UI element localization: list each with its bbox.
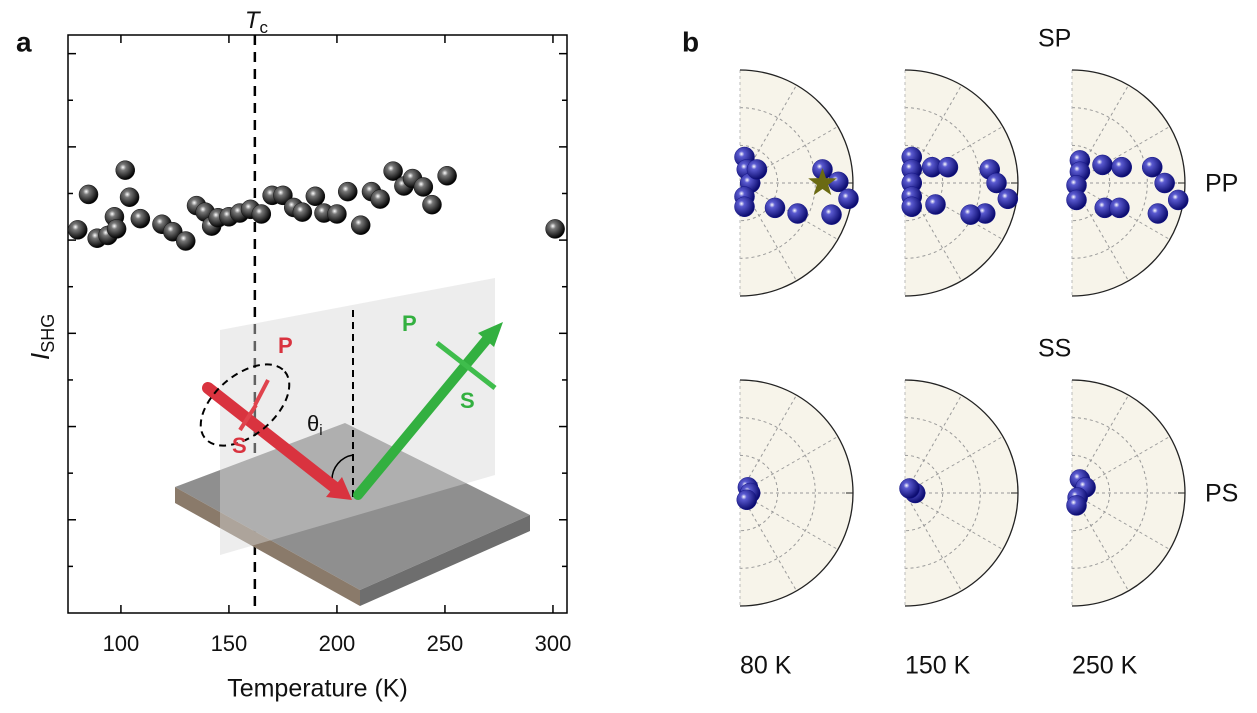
y-axis-label-main: I [25,353,55,360]
polar-spoke [904,492,962,592]
polar-spoke [1071,492,1171,550]
point [119,187,140,207]
x-tick-label: 150 [211,631,248,656]
polar-spoke [904,492,1004,550]
point [413,177,434,197]
x-axis-label: Temperature (K) [227,675,408,703]
slab-side [175,487,360,606]
tc-label: Tc [245,7,269,37]
row-top-label: SS [1038,335,1071,363]
point [764,197,786,219]
point [1141,156,1163,178]
point [901,196,923,217]
p-label: P [402,311,417,336]
incident-beam [202,382,344,496]
polar-spoke [904,436,1004,494]
point [1147,203,1169,224]
point [1109,197,1130,219]
point [437,166,457,186]
polar-spoke [904,126,1004,184]
point [115,160,135,180]
column-label: 80 K [740,652,792,680]
point [292,202,313,222]
s-label: S [460,388,475,413]
sp-arrows [435,341,497,390]
point [787,203,808,224]
polar-spoke [904,182,1004,240]
panel-label: b [682,26,699,57]
arrowhead [326,477,352,500]
panel-label: a [16,26,32,57]
x-tick-label: 250 [427,631,464,656]
point [327,204,347,224]
plane-of-incidence [220,278,495,555]
angle-main: θ [307,411,319,436]
row-top-label: SP [1038,25,1071,53]
point [899,478,920,499]
x-tick-label: 300 [535,631,572,656]
slab-top [175,423,530,590]
point [838,188,859,210]
row-side-label: PS [1205,480,1238,508]
point [175,231,196,251]
angle-label: θi [307,411,323,439]
point [383,161,403,181]
point [960,204,981,225]
point [337,181,358,202]
x-tick-label: 100 [103,631,140,656]
tc-label-sub: c [260,18,269,37]
x-tick-label: 200 [319,631,356,656]
y-axis-label: ISHG [25,314,58,360]
point [937,156,959,178]
point [130,208,151,229]
point [1092,154,1113,176]
tc-label-main: T [245,7,262,34]
column-label: 250 K [1072,652,1138,680]
p-label: P [278,333,293,358]
s-label: S [232,433,247,458]
plot-frame [67,34,568,614]
point [106,219,127,239]
angle-arc [331,454,354,481]
s-arrow [238,403,258,432]
slab-side [360,515,530,606]
point [986,172,1007,194]
y-axis-label-sub: SHG [38,314,58,353]
point [997,188,1019,210]
schematic: P S P S θi [175,278,530,606]
point [67,220,88,240]
point [305,186,326,207]
polar-spoke [739,394,797,494]
point [1066,189,1087,211]
point [1111,156,1132,178]
point [1066,495,1087,516]
column-label: 150 K [905,652,971,680]
point [1154,172,1175,194]
polarization-ellipse [199,363,291,447]
row-side-label: PP [1205,170,1238,198]
angle-sub: i [319,422,322,439]
p-arrow [253,379,270,406]
point [734,196,755,217]
arrowhead [478,322,503,347]
point [1167,189,1189,211]
point [251,204,272,224]
point [350,215,371,235]
point [422,194,442,215]
point [370,189,390,209]
point [821,204,842,225]
point [545,219,565,239]
polar-spoke [904,394,962,494]
point [78,184,99,205]
star-marker [808,168,837,196]
point [746,159,768,180]
point [736,489,758,511]
point [925,194,946,215]
